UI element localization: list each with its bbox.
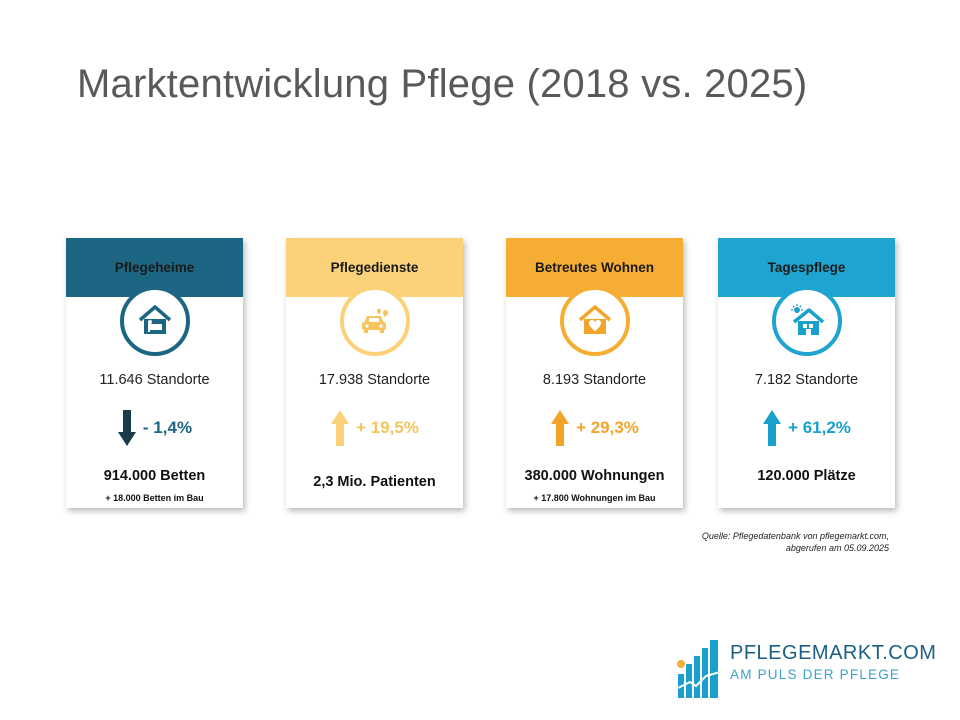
locations-count: 8.193 Standorte <box>542 372 647 388</box>
slide-title: Marktentwicklung Pflege (2018 vs. 2025) <box>77 62 808 106</box>
card-header: Tagespflege <box>718 238 895 297</box>
locations-count: 7.182 Standorte <box>754 372 859 388</box>
trend: - 1,4% <box>66 408 243 448</box>
arrow-up-icon <box>551 410 570 446</box>
trend: + 61,2% <box>718 408 895 448</box>
capacity-value: 2,3 Mio. Patienten <box>313 474 436 490</box>
trend: + 19,5% <box>286 408 463 448</box>
capacity-note: + 18.000 Betten im Bau <box>105 493 204 503</box>
locations-count: 11.646 Standorte <box>99 372 210 388</box>
arrow-down-icon <box>117 410 136 446</box>
brand-logo: PFLEGEMARKT.COM AM PULS DER PFLEGE <box>676 640 936 702</box>
source-line: Quelle: Pflegedatenbank von pflegemarkt.… <box>701 531 889 541</box>
change-percent: - 1,4% <box>142 418 193 437</box>
capacity-value: 914.000 Betten <box>103 468 206 484</box>
logo-name: PFLEGEMARKT.COM <box>730 642 937 664</box>
care-car-icon <box>339 286 410 356</box>
trend: + 29,3% <box>506 408 683 448</box>
nursing-home-icon <box>119 286 190 356</box>
card-tagespflege: Tagespflege 7.182 Standorte + 61,2% 120.… <box>718 238 895 508</box>
change-percent: + 19,5% <box>356 418 419 437</box>
logo-bars-icon <box>677 640 721 698</box>
capacity-value: 120.000 Plätze <box>757 468 856 484</box>
card-pflegedienste: Pflegedienste 17.938 Standorte + 19,5% 2… <box>286 238 463 508</box>
source-note: Quelle: Pflegedatenbank von pflegemarkt.… <box>702 530 889 554</box>
capacity-value: 380.000 Wohnungen <box>524 468 665 484</box>
change-percent: + 61,2% <box>788 418 851 437</box>
house-sun-icon <box>771 286 842 356</box>
source-date: abgerufen am 05.09.2025 <box>785 543 889 553</box>
change-percent: + 29,3% <box>576 418 639 437</box>
locations-count: 17.938 Standorte <box>318 372 431 388</box>
house-heart-icon <box>559 286 630 356</box>
capacity-note: + 17.800 Wohnungen im Bau <box>533 493 656 503</box>
arrow-up-icon <box>331 410 350 446</box>
logo-tagline: AM PULS DER PFLEGE <box>730 667 901 682</box>
arrow-up-icon <box>763 410 782 446</box>
card-betreutes-wohnen: Betreutes Wohnen 8.193 Standorte + 29,3%… <box>506 238 683 508</box>
card-pflegeheime: Pflegeheime 11.646 Standorte - 1,4% 914.… <box>66 238 243 508</box>
